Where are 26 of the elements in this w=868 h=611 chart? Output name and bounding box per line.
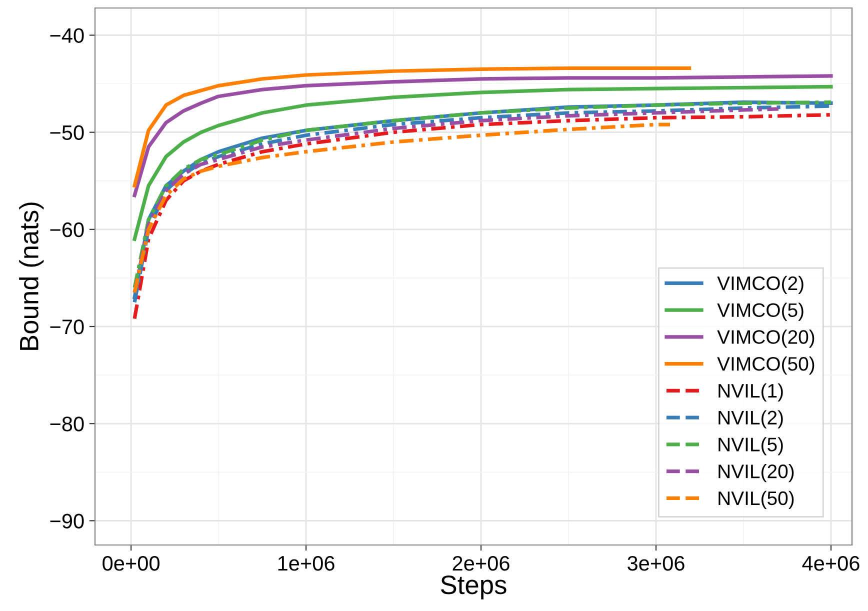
- x-axis-title: Steps: [440, 576, 506, 600]
- y-tick-label: −90: [50, 514, 84, 528]
- y-tick-label: −60: [50, 222, 84, 238]
- line-series: [132, 84, 833, 241]
- legend-label: NVIL(5): [718, 437, 783, 456]
- x-tick-label: 3e+06: [628, 556, 684, 571]
- legend-label: VIMCO(5): [717, 302, 804, 321]
- legend-label: VIMCO(20): [717, 330, 814, 348]
- legend-label: VIMCO(2): [717, 276, 804, 294]
- line-series: [132, 122, 672, 294]
- y-tick-label: −40: [50, 28, 84, 43]
- x-tick-label: 2e+06: [452, 556, 510, 571]
- legend-label: NVIL(50): [718, 490, 794, 509]
- legend-label: NVIL(20): [718, 464, 794, 482]
- line-series: [132, 66, 692, 188]
- x-tick-label: 4e+06: [802, 556, 860, 571]
- y-axis-title: Bound (nats): [19, 202, 44, 350]
- y-tick-label: −70: [50, 320, 84, 334]
- line-series: [132, 74, 833, 198]
- x-tick-label: 1e+06: [278, 556, 334, 571]
- legend-label: VIMCO(50): [717, 356, 814, 375]
- legend-label: NVIL(2): [718, 410, 783, 428]
- y-tick-label: −80: [50, 416, 84, 432]
- x-tick-label: 0e+00: [102, 556, 160, 571]
- legend-label: NVIL(1): [718, 383, 783, 402]
- y-tick-label: −50: [50, 125, 84, 140]
